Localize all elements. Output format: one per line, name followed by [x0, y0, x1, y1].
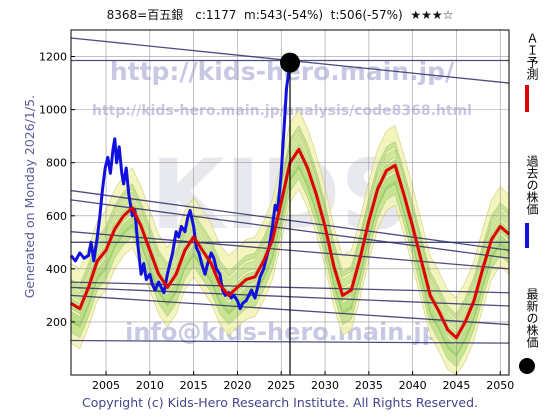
y-tick-label-1200: 1200 [39, 51, 67, 64]
legend-label-latest: 最新の株価 [525, 288, 539, 348]
y-axis-ticks: 200 400 600 800 1000 1200 [39, 51, 75, 329]
x-tick-label-2030: 2030 [311, 379, 339, 392]
y-tick-label-200: 200 [46, 316, 67, 329]
copyright-label: Copyright (c) Kids-Hero Research Institu… [81, 395, 479, 410]
x-tick-label-2010: 2010 [136, 379, 164, 392]
x-tick-label-2020: 2020 [223, 379, 251, 392]
y-tick-label-400: 400 [46, 263, 67, 276]
legend-label-ai: ＡＩ予測 [525, 32, 539, 81]
x-tick-label-2015: 2015 [180, 379, 208, 392]
x-tick-label-2045: 2045 [442, 379, 470, 392]
y-tick-label-1000: 1000 [39, 104, 67, 117]
current-point [280, 52, 300, 73]
plot-frame [70, 29, 510, 376]
past-price-line [69, 62, 292, 311]
x-tick-label-2040: 2040 [399, 379, 427, 392]
current-marker [280, 52, 300, 375]
watermark-url-analysis: http://kids-hero.main.jp/analysis/code83… [92, 103, 472, 119]
x-tick-label-2005: 2005 [92, 379, 120, 392]
x-tick-label-2050: 2050 [486, 379, 514, 392]
chart-title: 8368=百五銀 c:1177 m:543(-54%) t:506(-57%) … [106, 8, 454, 22]
grid [71, 30, 509, 375]
y-tick-label-800: 800 [46, 157, 67, 170]
x-tick-label-2035: 2035 [355, 379, 383, 392]
x-axis-ticks: 2005 2010 2015 2020 2025 2030 2035 2040 2045 2050 [92, 371, 514, 392]
legend-label-past: 過去の株価 [525, 155, 539, 215]
y-tick-label-600: 600 [46, 210, 67, 223]
generated-label: Generated on Monday 2026/1/5. [22, 95, 37, 299]
legend-swatch-latest [519, 358, 535, 374]
x-tick-label-2025: 2025 [267, 379, 295, 392]
